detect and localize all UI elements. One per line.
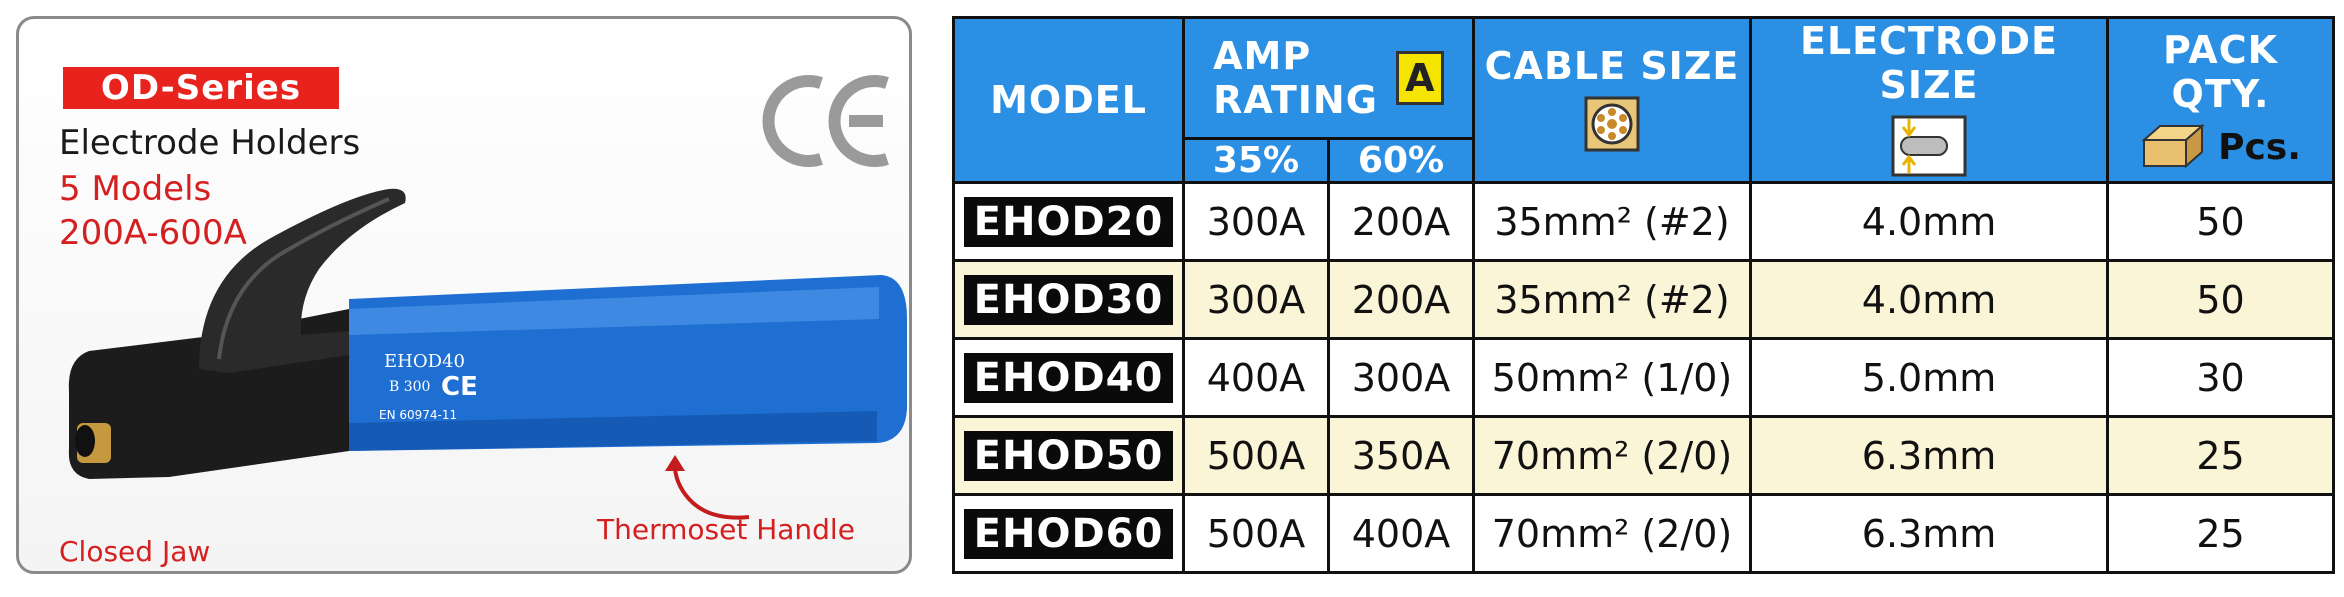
- electrode-cell: 6.3mm: [1749, 493, 2109, 574]
- amp-range: 200A-600A: [59, 213, 247, 253]
- amp35-cell: 300A: [1182, 181, 1330, 262]
- amp60-cell: 200A: [1327, 259, 1475, 340]
- header-cable-label: CABLE SIZE: [1484, 44, 1740, 88]
- header-duty-35: 35%: [1182, 136, 1330, 185]
- header-amp-rating: AMP RATING A: [1182, 16, 1475, 140]
- electrode-cell: 5.0mm: [1749, 337, 2109, 418]
- pack-cell: 25: [2106, 415, 2335, 496]
- models-count: 5 Models: [59, 169, 212, 209]
- header-model: MODEL: [952, 16, 1185, 184]
- amp35-cell: 500A: [1182, 493, 1330, 574]
- header-cable-size: CABLE SIZE: [1472, 16, 1752, 184]
- model-label: EHOD60: [963, 508, 1174, 559]
- model-cell: EHOD20: [952, 181, 1185, 262]
- pack-cell: 50: [2106, 259, 2335, 340]
- header-pack-label: PACK QTY.: [2162, 28, 2279, 116]
- spec-table: MODEL AMP RATING A CABLE SIZE: [952, 16, 2335, 574]
- model-label: EHOD50: [963, 430, 1174, 481]
- model-label: EHOD30: [963, 274, 1174, 325]
- amp60-cell: 200A: [1327, 181, 1475, 262]
- cable-cell: 35mm² (#2): [1472, 259, 1752, 340]
- cable-cell: 70mm² (2/0): [1472, 415, 1752, 496]
- pack-cell: 30: [2106, 337, 2335, 418]
- model-cell: EHOD40: [952, 337, 1185, 418]
- amp35-cell: 400A: [1182, 337, 1330, 418]
- series-badge: OD-Series: [63, 67, 339, 109]
- header-pack-unit: Pcs.: [2218, 126, 2301, 168]
- pack-cell: 25: [2106, 493, 2335, 574]
- table-row: EHOD20 300A 200A 35mm² (#2) 4.0mm 50: [952, 181, 2335, 262]
- header-row: MODEL AMP RATING A CABLE SIZE: [952, 16, 2335, 184]
- product-card: OD-Series Electrode Holders 5 Models 200…: [16, 16, 912, 574]
- cable-icon: [1584, 96, 1640, 152]
- svg-text:B 300: B 300: [389, 379, 430, 395]
- model-cell: EHOD30: [952, 259, 1185, 340]
- amp60-cell: 400A: [1327, 493, 1475, 574]
- header-amp-line1: AMP: [1213, 33, 1312, 78]
- amp35-cell: 500A: [1182, 415, 1330, 496]
- cable-cell: 70mm² (2/0): [1472, 493, 1752, 574]
- svg-text:EHOD40: EHOD40: [384, 351, 465, 372]
- model-cell: EHOD60: [952, 493, 1185, 574]
- cable-cell: 50mm² (1/0): [1472, 337, 1752, 418]
- header-subrow: 35% 60%: [954, 136, 2334, 185]
- table-row: EHOD50 500A 350A 70mm² (2/0) 6.3mm 25: [952, 415, 2335, 496]
- header-amp-line2: RATING: [1213, 77, 1378, 122]
- amp60-cell: 350A: [1327, 415, 1475, 496]
- amp-icon: A: [1395, 50, 1444, 105]
- electrode-holder-image: EHOD40 B 300 CE EN 60974-11: [68, 188, 907, 479]
- header-electrode-label: ELECTRODE SIZE: [1799, 19, 2058, 107]
- model-cell: EHOD50: [952, 415, 1185, 496]
- svg-text:EN 60974-11: EN 60974-11: [379, 408, 457, 422]
- pack-cell: 50: [2106, 181, 2335, 262]
- product-subtitle: Electrode Holders: [59, 123, 361, 163]
- amp35-cell: 300A: [1182, 259, 1330, 340]
- amp60-cell: 300A: [1327, 337, 1475, 418]
- electrode-cell: 6.3mm: [1749, 415, 2109, 496]
- thermoset-arrow-icon: [665, 455, 750, 520]
- thermoset-handle-label: Thermoset Handle: [597, 513, 855, 546]
- closed-jaw-label: Closed Jaw: [59, 535, 211, 568]
- header-duty-60: 60%: [1327, 136, 1475, 185]
- table-row: EHOD40 400A 300A 50mm² (1/0) 5.0mm 30: [952, 337, 2335, 418]
- cable-cell: 35mm² (#2): [1472, 181, 1752, 262]
- electrode-cell: 4.0mm: [1749, 181, 2109, 262]
- model-label: EHOD40: [963, 352, 1174, 403]
- table-row: EHOD60 500A 400A 70mm² (2/0) 6.3mm 25: [952, 493, 2335, 574]
- electrode-icon: [1891, 115, 1967, 177]
- header-electrode-size: ELECTRODE SIZE: [1749, 16, 2109, 184]
- electrode-cell: 4.0mm: [1749, 259, 2109, 340]
- model-label: EHOD20: [963, 196, 1174, 247]
- box-icon: [2141, 123, 2205, 169]
- ce-mark-icon: [762, 75, 889, 167]
- svg-text:CE: CE: [441, 372, 478, 402]
- header-pack-qty: PACK QTY. Pcs.: [2106, 16, 2335, 184]
- table-row: EHOD30 300A 200A 35mm² (#2) 4.0mm 50: [952, 259, 2335, 340]
